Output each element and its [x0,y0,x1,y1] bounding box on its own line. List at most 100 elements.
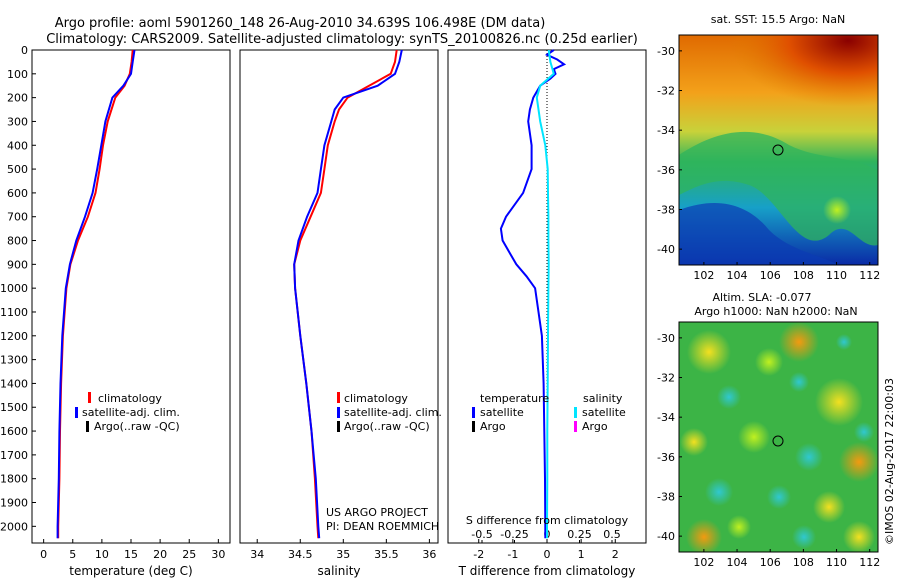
map-x-tick-label: 104 [727,269,748,282]
depth-tick-label: 1400 [0,377,28,390]
x-tick-label: 25 [182,548,196,561]
x-tick-label: 35.5 [374,548,399,561]
legend-satellite-swatch [75,407,78,418]
figure-title-line2: Climatology: CARS2009. Satellite-adjuste… [46,32,638,47]
sla-eddy [843,521,875,552]
depth-tick-label: 1500 [0,401,28,414]
difference-ticks: -2 -1 0 1 2-0.5 -0.25 0 0.25 0.5 [471,528,620,561]
x-tick-label: 0 [544,548,551,561]
legend-argo: Argo(..raw -QC) [344,420,430,433]
legend-t-satellite-swatch [472,407,475,418]
legend-climatology: climatology [98,392,162,405]
map-y-tick-label: -30 [657,45,675,58]
sla-eddy [738,421,770,453]
salinity-axes [239,49,439,544]
temperature-ticks: 0 5 10 15 20 25 30 [40,539,225,561]
sla-eddy [836,334,852,350]
temperature-lines [56,49,136,539]
map-x-tick-label: 106 [760,556,781,569]
map-y-tick-label: -38 [657,490,675,503]
depth-tick-label: 500 [7,163,28,176]
sla-eddy [813,491,845,523]
sst-map-frame [678,34,879,266]
map-y-tick-label: -30 [657,332,675,345]
depth-tick-label: 1700 [0,449,28,462]
map-y-tick-label: -32 [657,372,675,385]
map-y-tick-label: -34 [657,124,675,137]
depth-tick-label: 1600 [0,425,28,438]
x-tick-label: 34 [250,548,264,561]
difference-series-0 [499,49,567,539]
x-tick-label: 2 [612,548,619,561]
sla-eddy [779,322,819,362]
map-x-tick-label: 112 [859,269,880,282]
map-x-tick-label: 108 [793,556,814,569]
depth-tick-label: 400 [7,139,28,152]
map-x-tick-label: 102 [693,269,714,282]
sla-eddy [789,372,809,392]
map-y-tick-label: -32 [657,85,675,98]
legend-t-argo: Argo [480,420,506,433]
difference-legend: temperature salinity satellite Argo sate… [472,392,626,433]
depth-tick-label: 0 [21,44,28,57]
x-tick-label: -2 [473,548,484,561]
sst-profile-marker [772,144,784,156]
sla-map-frame [678,321,879,553]
sst-warm-eddy [823,196,851,224]
sst-field-warm [679,35,878,145]
legend-t-satellite: satellite [480,406,524,419]
legend-s-satellite: satellite [582,406,626,419]
sla-eddy [727,515,751,539]
sla-eddy [705,478,733,506]
difference-panel: -2 -1 0 1 2-0.5 -0.25 0 0.25 0.5 S difference fr… [447,49,647,578]
depth-tick-label: 1800 [0,473,28,486]
map-x-tick-label: 102 [693,556,714,569]
legend-s-argo-swatch [574,421,577,432]
sla-eddy [815,378,863,426]
x-tick-label: 5 [69,548,76,561]
sla-eddy [767,485,791,509]
salinity-lines [293,49,403,539]
legend-climatology: climatology [344,392,408,405]
legend-s-argo: Argo [582,420,608,433]
temperature-panel: 0100200300400500600700800900100011001200… [0,44,451,578]
sla-map-title: Altim. SLA: -0.077 [712,291,811,304]
temperature-series-1 [56,49,136,539]
x-tick-label: 34.5 [288,548,313,561]
legend-satellite-swatch [337,407,340,418]
map-x-tick-label: 108 [793,269,814,282]
sla-eddy [854,422,874,442]
legend-temperature-heading: temperature [480,392,549,405]
x-tick-label: 15 [124,548,138,561]
depth-tick-label: 800 [7,235,28,248]
legend-argo-swatch [337,421,340,432]
sla-eddy [839,442,878,482]
salinity-panel: 34 34.5 35 35.5 36 salinity climatology sate… [239,49,442,578]
map-x-tick-label: 106 [760,269,781,282]
legend-argo: Argo(..raw -QC) [94,420,180,433]
sla-eddies [680,322,878,552]
s-difference-xlabel: S difference from climatology [466,514,629,527]
map-y-tick-label: -40 [657,243,675,256]
legend-salinity-heading: salinity [583,392,623,405]
depth-tick-label: 1900 [0,497,28,510]
temperature-xlabel: temperature (deg C) [69,564,192,578]
difference-lines [499,49,567,539]
salinity-legend: climatology satellite-adj. clim. Argo(..… [337,392,442,433]
depth-tick-label: 2000 [0,520,28,533]
map-x-tick-label: 104 [727,556,748,569]
sla-map-subtitle: Argo h1000: NaN h2000: NaN [694,305,857,318]
legend-argo-swatch [86,421,89,432]
figure-title-line1: Argo profile: aoml 5901260_148 26-Aug-20… [55,16,546,31]
depth-tick-label: 900 [7,258,28,271]
x-tick-label: 20 [153,548,167,561]
sst-map: sat. SST: 15.5 Argo: NaN 102 104 106 108 110… [657,13,880,282]
temperature-axes [31,49,231,544]
depth-tick-label: 300 [7,115,28,128]
t-difference-xlabel: T difference from climatology [458,564,636,578]
sla-profile-marker [772,435,784,447]
sla-eddy [680,428,708,456]
legend-climatology-swatch [88,392,91,403]
salinity-series-1 [293,49,403,539]
depth-tick-label: 1100 [0,306,28,319]
